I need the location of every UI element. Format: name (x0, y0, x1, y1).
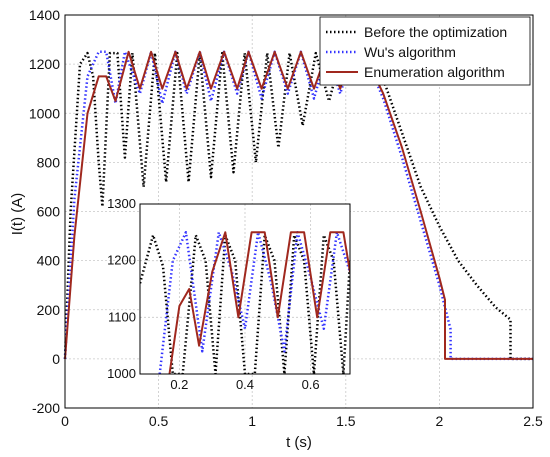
x-tick-label: 2 (436, 413, 444, 429)
inset-series-line-wu-s-algorithm (158, 231, 350, 374)
y-tick-label: 1400 (29, 7, 60, 23)
inset-series-group (140, 231, 350, 374)
inset-chart: 1000 1100 1200 1300 0.2 0.4 0.6 (107, 196, 351, 392)
inset-y-tick-label: 1300 (107, 196, 136, 211)
legend-box (319, 16, 531, 86)
inset-series-line-enumeration-algorithm (168, 231, 350, 374)
x-tick-labels: 0 0.5 1 1.5 2 2.5 (61, 413, 543, 429)
inset-y-tick-label: 1200 (107, 253, 136, 268)
inset-y-tick-labels: 1000 1100 1200 1300 (107, 196, 136, 381)
legend-label-enum: Enumeration algorithm (364, 64, 505, 80)
inset-x-tick-labels: 0.2 0.4 0.6 (170, 377, 319, 392)
inset-y-tick-label: 1100 (108, 309, 136, 324)
y-tick-label: 800 (37, 154, 61, 170)
y-tick-labels: -200 0 200 400 600 800 1000 1200 1400 (29, 7, 60, 416)
y-tick-label: 1000 (29, 105, 60, 121)
x-tick-label: 1.5 (336, 413, 356, 429)
inset-x-tick-label: 0.6 (302, 377, 320, 392)
series-line-enumeration-algorithm (64, 50, 533, 360)
x-tick-label: 0 (61, 413, 69, 429)
y-tick-label: 400 (37, 253, 61, 269)
inset-frame (139, 203, 351, 375)
y-tick-label: 0 (52, 351, 60, 367)
x-tick-label: 2.5 (523, 413, 543, 429)
y-tick-label: 1200 (29, 56, 60, 72)
y-tick-label: 600 (37, 204, 61, 220)
inset-x-tick-label: 0.2 (170, 377, 188, 392)
x-axis-label: t (s) (286, 434, 312, 451)
y-tick-label: -200 (32, 400, 60, 416)
inset-x-tick-label: 0.4 (236, 377, 254, 392)
x-tick-label: 0.5 (149, 413, 169, 429)
legend: Before the optimization Wu's algorithm E… (319, 16, 531, 86)
plot-frame (64, 14, 534, 409)
x-tick-label: 1 (248, 413, 256, 429)
series-group (63, 50, 533, 361)
y-axis-label: I(t) (A) (9, 193, 26, 236)
legend-label-before: Before the optimization (364, 24, 507, 40)
inset-y-tick-label: 1000 (107, 366, 136, 381)
legend-label-wu: Wu's algorithm (364, 44, 456, 60)
y-tick-label: 200 (37, 302, 61, 318)
series-line-before-the-optimization (63, 50, 533, 361)
